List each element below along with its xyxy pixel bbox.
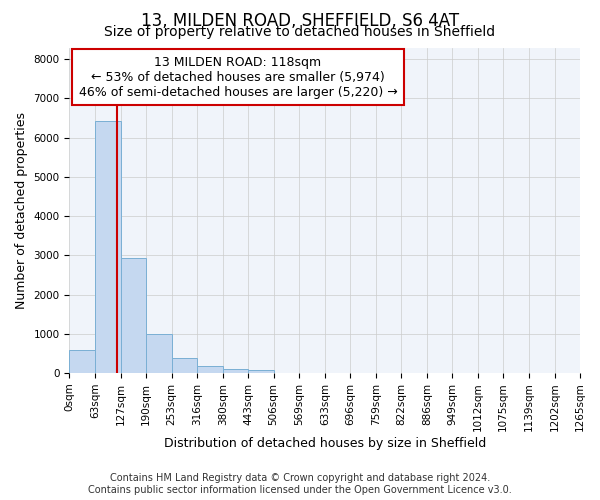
X-axis label: Distribution of detached houses by size in Sheffield: Distribution of detached houses by size … bbox=[164, 437, 486, 450]
Text: Contains HM Land Registry data © Crown copyright and database right 2024.
Contai: Contains HM Land Registry data © Crown c… bbox=[88, 474, 512, 495]
Bar bbox=[70, 350, 95, 373]
Text: 13, MILDEN ROAD, SHEFFIELD, S6 4AT: 13, MILDEN ROAD, SHEFFIELD, S6 4AT bbox=[141, 12, 459, 30]
Text: 13 MILDEN ROAD: 118sqm
← 53% of detached houses are smaller (5,974)
46% of semi-: 13 MILDEN ROAD: 118sqm ← 53% of detached… bbox=[79, 56, 397, 98]
Bar bbox=[95, 121, 121, 373]
Bar bbox=[172, 358, 197, 373]
Text: Size of property relative to detached houses in Sheffield: Size of property relative to detached ho… bbox=[104, 25, 496, 39]
Bar bbox=[146, 334, 172, 373]
Bar bbox=[197, 366, 223, 373]
Bar bbox=[248, 370, 274, 373]
Bar bbox=[121, 258, 146, 373]
Y-axis label: Number of detached properties: Number of detached properties bbox=[15, 112, 28, 308]
Bar bbox=[223, 369, 248, 373]
